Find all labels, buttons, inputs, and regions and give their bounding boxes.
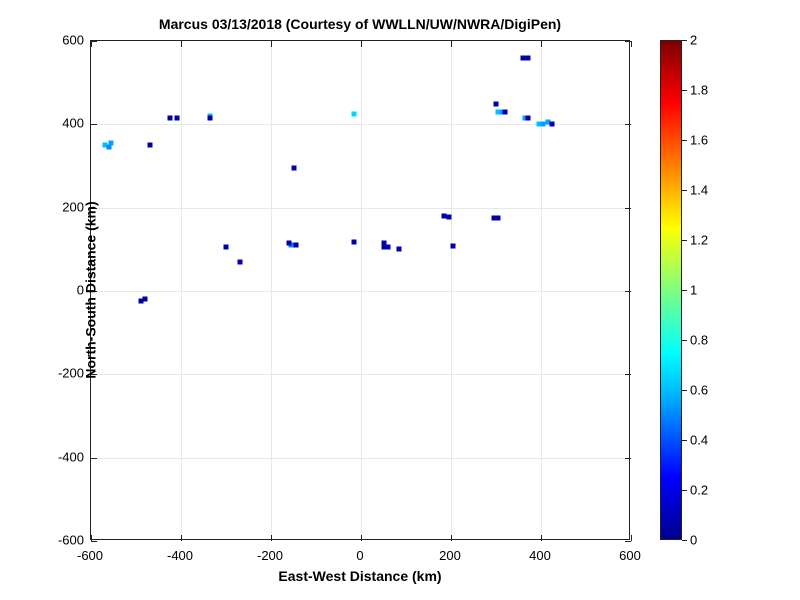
x-axis-label: East-West Distance (km) — [90, 568, 630, 584]
x-tick-label: 600 — [619, 548, 641, 563]
data-point — [451, 244, 456, 249]
gridline-v — [451, 41, 452, 539]
tick-x — [181, 535, 182, 541]
tick-y — [625, 41, 631, 42]
data-point — [287, 241, 292, 246]
x-tick-label: -200 — [257, 548, 283, 563]
colorbar-tick — [682, 390, 687, 391]
tick-x — [541, 41, 542, 47]
tick-x — [271, 41, 272, 47]
colorbar-tick — [682, 240, 687, 241]
tick-y — [91, 124, 97, 125]
colorbar-tick — [682, 90, 687, 91]
data-point — [525, 55, 530, 60]
y-tick-label: -400 — [34, 449, 84, 464]
data-point — [386, 245, 391, 250]
tick-y — [625, 374, 631, 375]
data-point — [109, 141, 114, 146]
gridline-h — [91, 374, 629, 375]
tick-y — [625, 458, 631, 459]
tick-y — [91, 41, 97, 42]
data-point — [167, 116, 172, 121]
tick-x — [631, 535, 632, 541]
colorbar-tick-label: 0.8 — [690, 333, 708, 348]
x-tick-label: -600 — [77, 548, 103, 563]
colorbar-tick-label: 1 — [690, 283, 697, 298]
x-tick-label: -400 — [167, 548, 193, 563]
tick-x — [631, 41, 632, 47]
gridline-v — [181, 41, 182, 539]
colorbar-tick — [682, 540, 687, 541]
y-tick-label: 0 — [34, 283, 84, 298]
tick-y — [625, 291, 631, 292]
tick-y — [625, 124, 631, 125]
gridline-h — [91, 208, 629, 209]
colorbar-tick-label: 1.2 — [690, 233, 708, 248]
tick-x — [451, 41, 452, 47]
data-point — [208, 116, 213, 121]
data-point — [352, 111, 357, 116]
colorbar-tick-label: 1.8 — [690, 83, 708, 98]
y-tick-label: -200 — [34, 366, 84, 381]
data-point — [503, 109, 508, 114]
chart-title: Marcus 03/13/2018 (Courtesy of WWLLN/UW/… — [90, 16, 630, 32]
tick-x — [361, 41, 362, 47]
tick-y — [625, 208, 631, 209]
tick-x — [181, 41, 182, 47]
data-point — [224, 245, 229, 250]
colorbar-tick-label: 0.2 — [690, 483, 708, 498]
gridline-v — [271, 41, 272, 539]
gridline-h — [91, 458, 629, 459]
colorbar-tick — [682, 490, 687, 491]
y-tick-label: 600 — [34, 33, 84, 48]
data-point — [526, 116, 531, 121]
y-axis-label: North-South Distance (km) — [83, 201, 99, 378]
tick-y — [91, 541, 97, 542]
data-point — [174, 116, 179, 121]
tick-x — [361, 535, 362, 541]
data-point — [352, 239, 357, 244]
data-point — [494, 101, 499, 106]
data-point — [550, 122, 555, 127]
colorbar-tick — [682, 140, 687, 141]
data-point — [291, 166, 296, 171]
data-point — [496, 216, 501, 221]
colorbar-tick — [682, 340, 687, 341]
tick-y — [91, 458, 97, 459]
colorbar — [660, 40, 682, 540]
data-point — [293, 243, 298, 248]
colorbar-tick-label: 0.6 — [690, 383, 708, 398]
colorbar-tick — [682, 190, 687, 191]
colorbar-tick-label: 1.6 — [690, 133, 708, 148]
colorbar-tick-label: 1.4 — [690, 183, 708, 198]
gridline-v — [361, 41, 362, 539]
colorbar-tick-label: 0.4 — [690, 433, 708, 448]
data-point — [237, 259, 242, 264]
tick-y — [625, 541, 631, 542]
tick-x — [451, 535, 452, 541]
gridline-v — [541, 41, 542, 539]
colorbar-tick — [682, 40, 687, 41]
x-tick-label: 400 — [529, 548, 551, 563]
colorbar-tick-label: 0 — [690, 533, 697, 548]
data-point — [143, 297, 148, 302]
y-tick-label: 200 — [34, 199, 84, 214]
data-point — [397, 247, 402, 252]
tick-x — [271, 535, 272, 541]
colorbar-tick — [682, 290, 687, 291]
colorbar-tick — [682, 440, 687, 441]
x-tick-label: 0 — [356, 548, 363, 563]
y-tick-label: 400 — [34, 116, 84, 131]
y-tick-label: -600 — [34, 533, 84, 548]
data-point — [446, 214, 451, 219]
gridline-h — [91, 291, 629, 292]
colorbar-tick-label: 2 — [690, 33, 697, 48]
plot-area — [90, 40, 630, 540]
tick-x — [541, 535, 542, 541]
x-tick-label: 200 — [439, 548, 461, 563]
data-point — [147, 143, 152, 148]
